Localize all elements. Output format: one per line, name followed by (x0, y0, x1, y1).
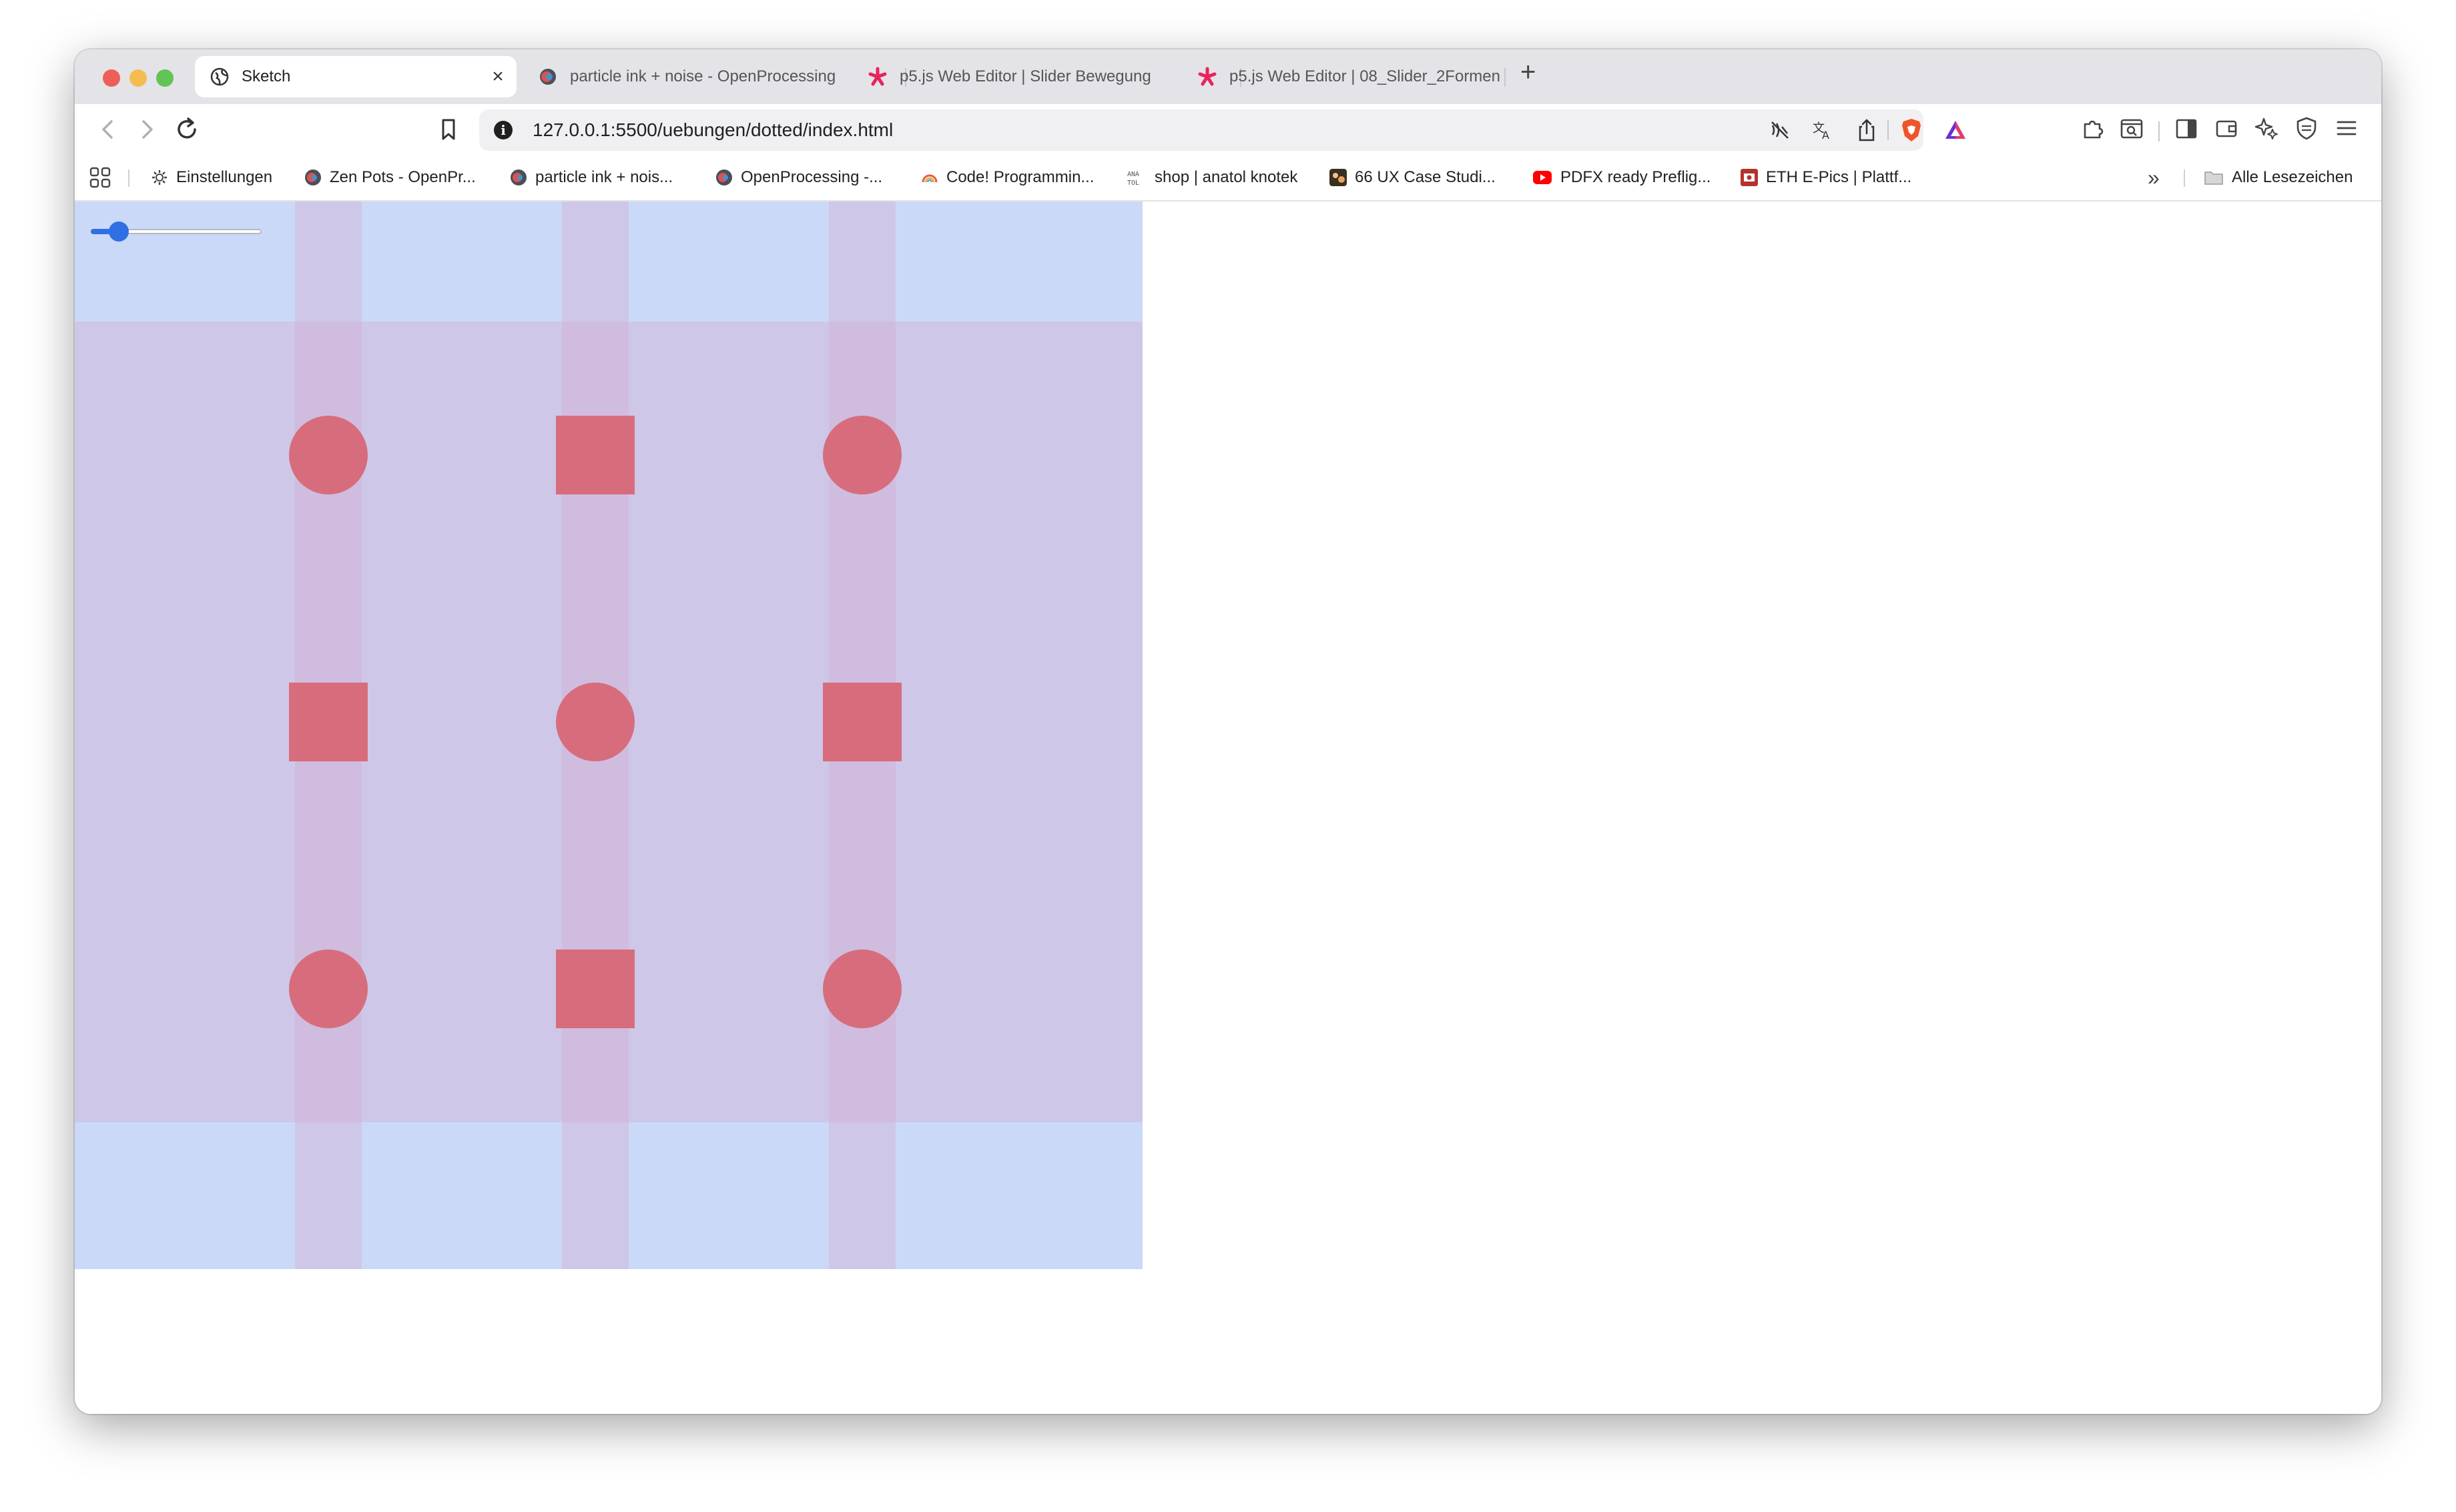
sidebar-icon[interactable] (2173, 115, 2200, 141)
youtube-icon (1533, 171, 1552, 184)
bookmark-anatol-knotek[interactable]: ANA TOL shop | anatol knotek (1127, 165, 1297, 190)
svg-text:文: 文 (1813, 121, 1825, 135)
tab-sketch[interactable]: Sketch × (195, 56, 517, 97)
brave-rewards-icon[interactable] (1943, 119, 1967, 141)
browser-window: Sketch × particle ink + noise - OpenProc… (75, 49, 2381, 1414)
bookmark-code-programming[interactable]: Code! Programmin... (921, 165, 1094, 190)
forward-icon[interactable] (133, 116, 160, 143)
grid-circle (289, 416, 368, 494)
p5-sketch-canvas[interactable] (75, 202, 1143, 1269)
close-window-button[interactable] (103, 69, 120, 87)
reader-mode-icon[interactable] (1769, 119, 1791, 141)
eth-icon (1741, 169, 1758, 186)
gear-icon (152, 170, 167, 185)
svg-text:A: A (1822, 129, 1829, 141)
tab-title: Sketch (242, 67, 291, 85)
tab-title: p5.js Web Editor | Slider Bewegung (900, 67, 1151, 85)
all-bookmarks-folder[interactable]: Alle Lesezeichen (2204, 165, 2353, 190)
grid-circle (823, 950, 902, 1028)
vpn-shield-icon[interactable] (2293, 115, 2320, 141)
grid-circle (556, 683, 635, 761)
brave-shields-icon[interactable] (1899, 117, 1923, 143)
navigation-toolbar: i 127.0.0.1:5500/uebungen/dotted/index.h… (75, 104, 2381, 155)
openprocessing-icon (305, 169, 321, 185)
tab-title: particle ink + noise - OpenProcessing (570, 67, 836, 85)
bookmark-label: Einstellungen (176, 168, 273, 186)
p5-asterisk-icon (868, 67, 887, 86)
page-content (75, 202, 2381, 1414)
tab-search-icon[interactable] (2118, 115, 2145, 141)
bookmark-label: Zen Pots - OpenPr... (330, 168, 476, 186)
bookmark-icon[interactable] (435, 116, 462, 143)
back-icon[interactable] (95, 116, 121, 143)
translate-icon[interactable]: 文 A (1811, 119, 1834, 141)
tab-particle-ink[interactable]: particle ink + noise - OpenProcessing (523, 56, 902, 97)
leo-ai-icon[interactable] (2253, 115, 2280, 141)
menu-icon[interactable] (2333, 115, 2360, 141)
bookmark-label: shop | anatol knotek (1155, 168, 1298, 186)
zoom-window-button[interactable] (156, 69, 174, 87)
bookmark-label: OpenProcessing -... (741, 168, 883, 186)
new-tab-button[interactable]: + (1520, 57, 1536, 87)
svg-text:TOL: TOL (1127, 179, 1139, 186)
address-bar[interactable]: i 127.0.0.1:5500/uebungen/dotted/index.h… (479, 109, 1965, 151)
bookmark-particle-ink[interactable]: particle ink + nois... (510, 165, 673, 190)
tab-p5-08-slider[interactable]: p5.js Web Editor | 08_Slider_2Formen (1183, 56, 1571, 97)
tab-p5-slider-bewegung[interactable]: p5.js Web Editor | Slider Bewegung (853, 56, 1243, 97)
grid-circle (289, 950, 368, 1028)
p5-range-slider[interactable] (91, 222, 262, 242)
folder-icon (2204, 171, 2223, 185)
bookmark-label: ETH E-Pics | Plattf... (1766, 168, 1912, 186)
svg-text:ANA: ANA (1127, 171, 1139, 178)
apps-grid-icon[interactable] (88, 165, 112, 190)
bookmark-label: 66 UX Case Studi... (1355, 168, 1496, 186)
close-tab-icon[interactable]: × (492, 65, 504, 87)
more-bookmarks-button[interactable]: » (2148, 165, 2160, 190)
p5-asterisk-icon (1198, 67, 1217, 86)
bookmark-ux-case-studies[interactable]: 66 UX Case Studi... (1329, 165, 1496, 190)
bookmark-zen-pots[interactable]: Zen Pots - OpenPr... (304, 165, 476, 190)
grid-circle (823, 416, 902, 494)
tab-separator (905, 68, 906, 87)
grid-square (289, 683, 368, 761)
tab-title: p5.js Web Editor | 08_Slider_2Formen (1229, 67, 1500, 85)
grid-square (556, 416, 635, 494)
bookmark-einstellungen[interactable]: Einstellungen (151, 165, 272, 190)
extensions-icon[interactable] (2080, 115, 2106, 141)
bookmark-label: PDFX ready Preflig... (1560, 168, 1711, 186)
bookmark-openprocessing[interactable]: OpenProcessing -... (715, 165, 882, 190)
minimize-window-button[interactable] (129, 69, 147, 87)
slider-fill (91, 229, 119, 234)
globe-icon (210, 67, 229, 86)
bookmark-pdfx-preflight[interactable]: PDFX ready Preflig... (1532, 165, 1711, 190)
bookmark-label: particle ink + nois... (535, 168, 673, 186)
rainbow-icon (922, 174, 938, 183)
tab-separator (1504, 68, 1506, 87)
bookmark-label: Code! Programmin... (946, 168, 1095, 186)
wallet-icon[interactable] (2213, 115, 2240, 141)
grid-square (823, 683, 902, 761)
site-info-icon[interactable]: i (494, 121, 513, 139)
tab-strip: Sketch × particle ink + noise - OpenProc… (75, 49, 2381, 104)
share-icon[interactable] (1855, 117, 1878, 143)
tab-separator (1240, 68, 1241, 87)
bookmark-label: Alle Lesezeichen (2232, 168, 2353, 186)
slider-thumb[interactable] (109, 222, 129, 242)
reload-icon[interactable] (172, 115, 202, 144)
ux-icon (1329, 169, 1347, 186)
bookmark-eth-e-pics[interactable]: ETH E-Pics | Plattf... (1741, 165, 1911, 190)
openprocessing-icon (716, 169, 732, 185)
openprocessing-icon (540, 69, 556, 85)
openprocessing-icon (511, 169, 527, 185)
grid-square (556, 950, 635, 1028)
anatol-icon: ANA TOL (1127, 171, 1139, 186)
bookmarks-bar: Einstellungen Zen Pots - OpenPr... parti… (75, 155, 2381, 202)
url-text[interactable]: 127.0.0.1:5500/uebungen/dotted/index.htm… (533, 119, 894, 140)
